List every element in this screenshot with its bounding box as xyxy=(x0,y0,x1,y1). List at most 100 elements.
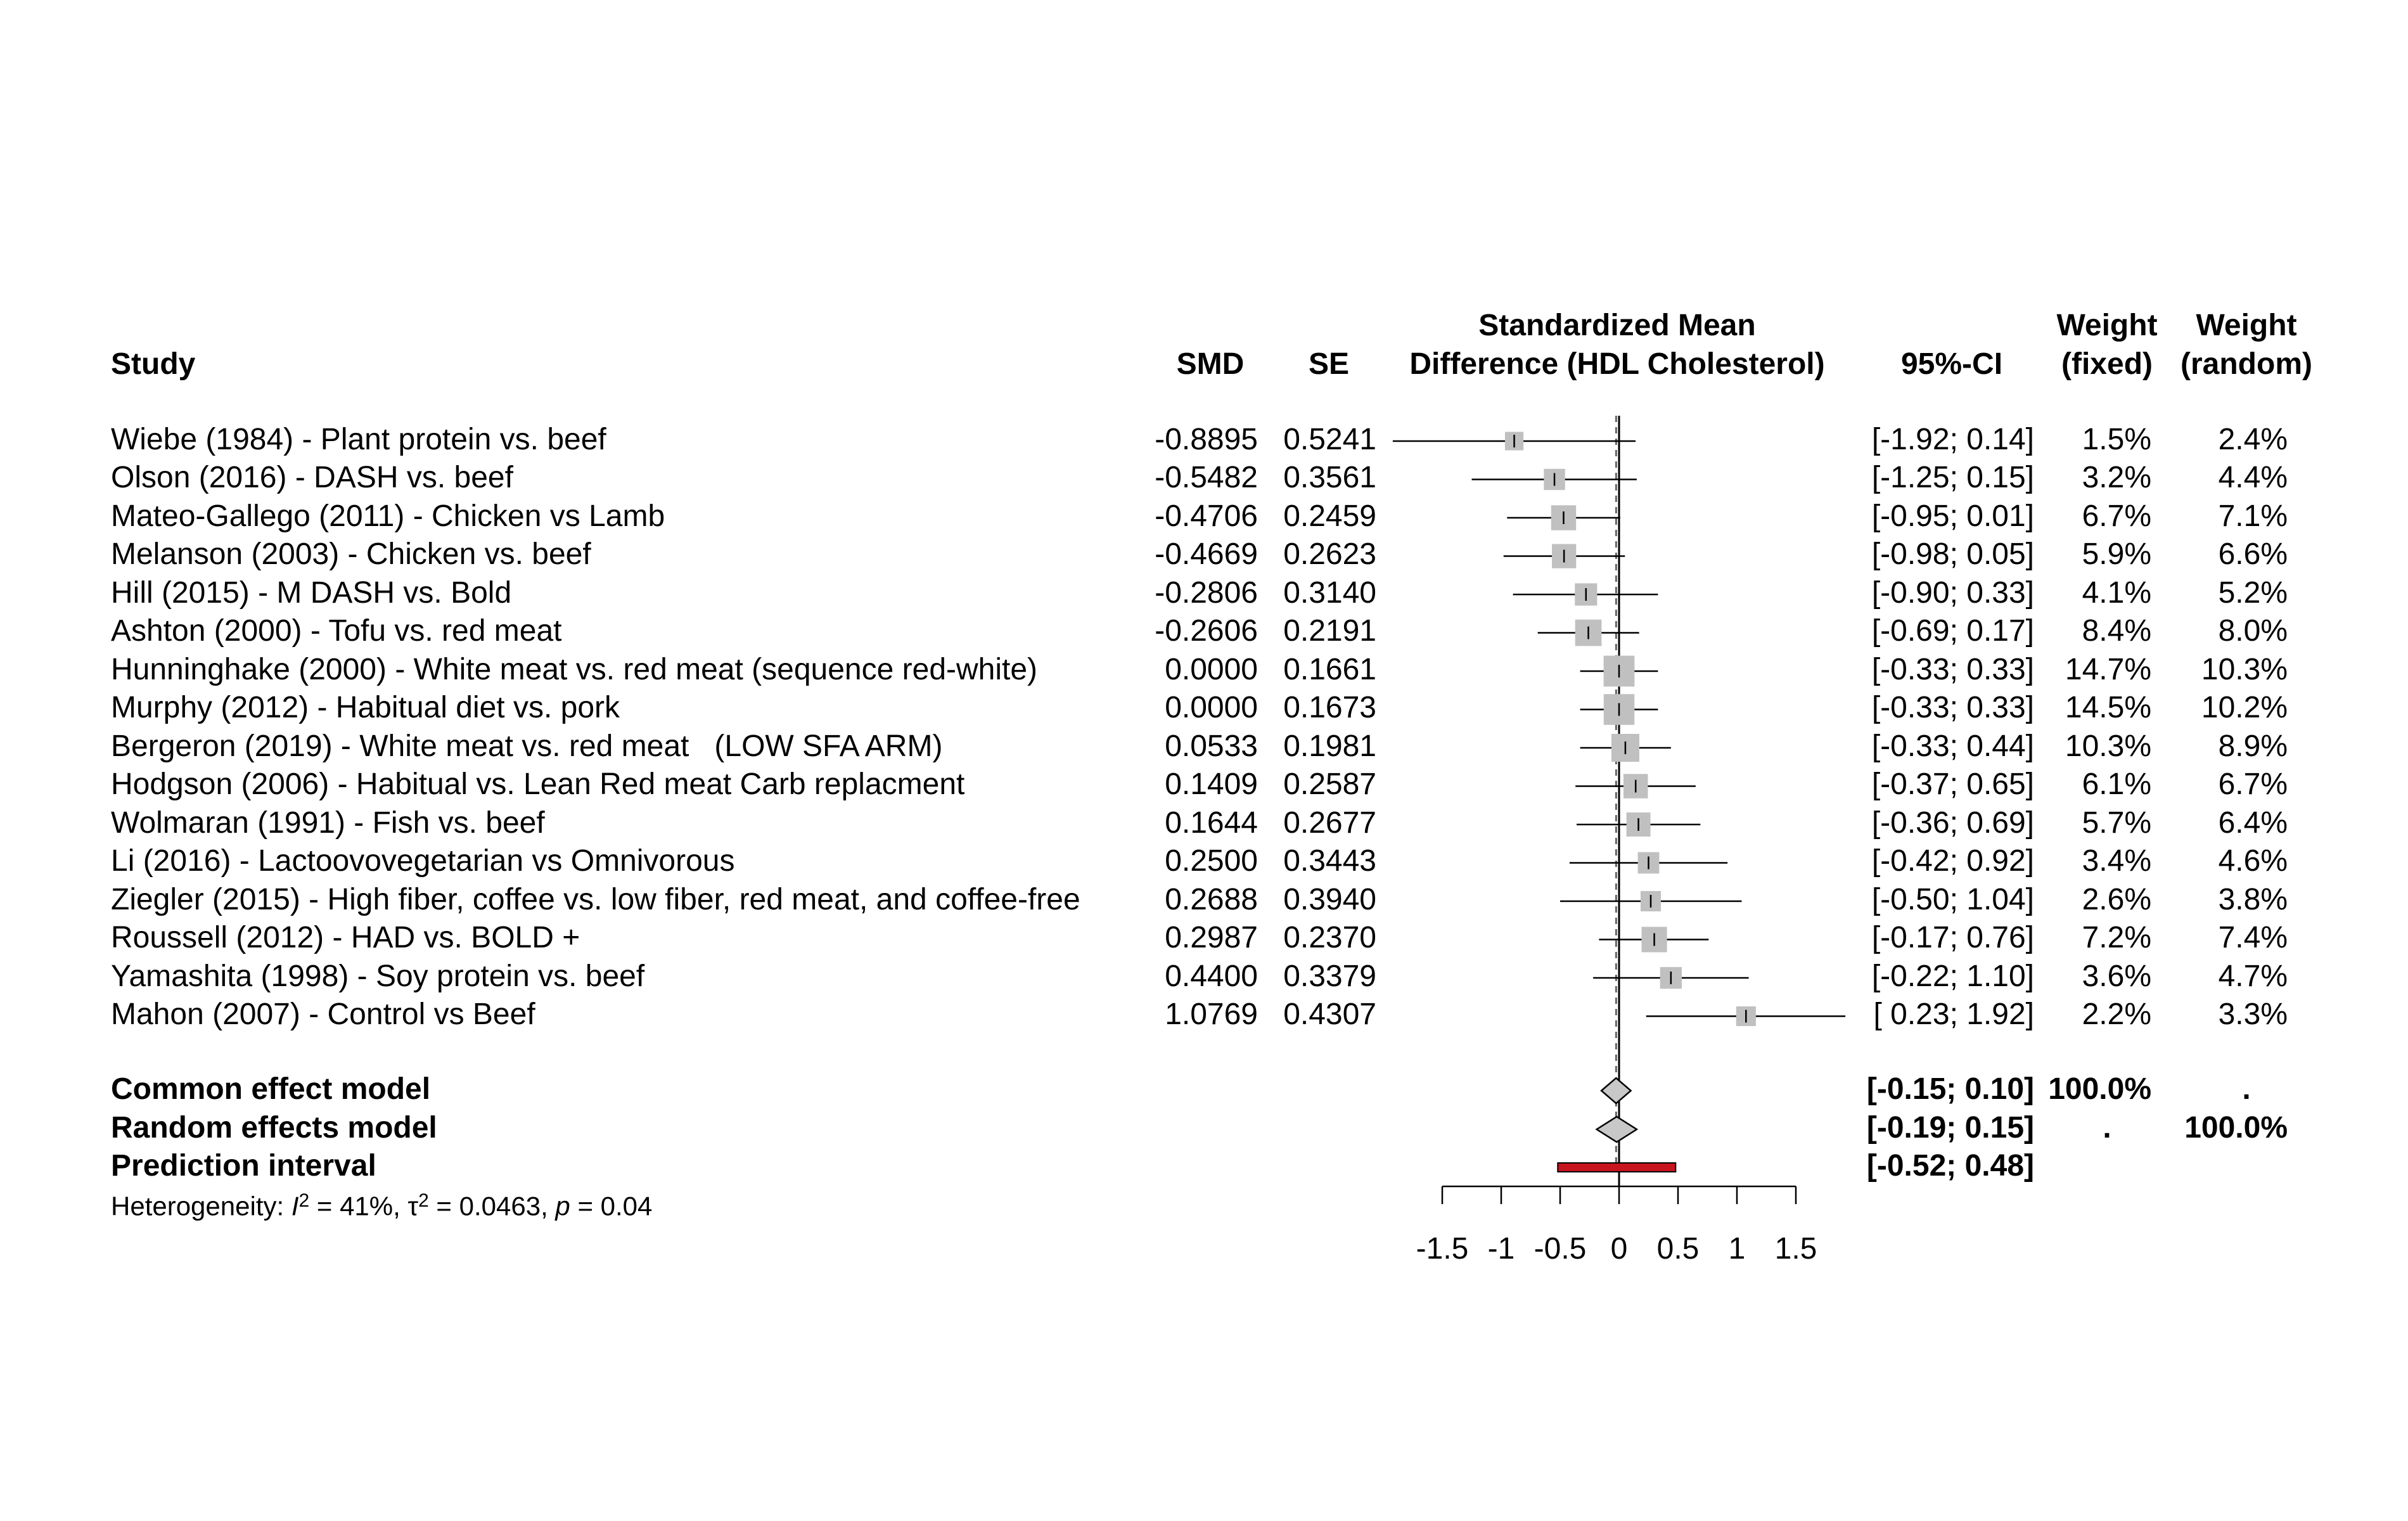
study-se: 0.2459 xyxy=(1283,499,1376,533)
study-weight-random: 2.4% xyxy=(2218,422,2288,456)
header-plot-line2: Difference (HDL Cholesterol) xyxy=(1409,347,1825,381)
tau-exponent: 2 xyxy=(418,1190,429,1211)
study-ci: [-0.42; 0.92] xyxy=(1871,844,2034,878)
study-smd: -0.8895 xyxy=(1155,422,1258,456)
study-weight-random: 6.4% xyxy=(2218,805,2288,840)
study-smd: 0.1409 xyxy=(1165,767,1258,802)
study-ci: [ 0.23; 1.92] xyxy=(1873,998,2034,1032)
study-weight-fixed: 4.1% xyxy=(2082,575,2151,610)
study-se: 0.2191 xyxy=(1283,614,1376,648)
x-axis-tick-label: -1 xyxy=(1487,1231,1515,1266)
study-weight-random: 8.9% xyxy=(2218,729,2288,763)
study-se: 0.4307 xyxy=(1283,998,1376,1032)
study-smd: 0.0000 xyxy=(1165,652,1258,686)
x-axis-tick-label: 0.5 xyxy=(1656,1231,1700,1266)
study-weight-fixed: 2.2% xyxy=(2082,998,2151,1032)
heterogeneity-statistics: Heterogeneity: I2 = 41%, τ2 = 0.0463, p … xyxy=(111,1191,652,1220)
study-weight-random: 7.1% xyxy=(2218,499,2288,533)
study-weight-fixed: 6.1% xyxy=(2082,767,2151,802)
x-axis-tick-label: 0 xyxy=(1610,1231,1628,1266)
study-weight-fixed: 5.7% xyxy=(2082,805,2151,840)
study-se: 0.3443 xyxy=(1283,844,1376,878)
x-axis-tick-label: -1.5 xyxy=(1416,1231,1469,1266)
study-weight-fixed: 14.5% xyxy=(2065,691,2151,725)
header-se: SE xyxy=(1308,347,1350,381)
study-weight-random: 6.6% xyxy=(2218,537,2288,572)
i2-exponent: 2 xyxy=(298,1190,310,1211)
study-se: 0.3140 xyxy=(1283,575,1376,610)
study-weight-fixed: 6.7% xyxy=(2082,499,2151,533)
study-label: Ashton (2000) - Tofu vs. red meat xyxy=(111,614,562,648)
study-smd: 0.0533 xyxy=(1165,729,1258,763)
study-smd: 0.0000 xyxy=(1165,691,1258,725)
x-axis-tick-label: -0.5 xyxy=(1534,1231,1587,1266)
study-weight-fixed: 8.4% xyxy=(2082,614,2151,648)
random-model-label: Random effects model xyxy=(111,1110,437,1145)
study-ci: [-0.33; 0.44] xyxy=(1871,729,2034,763)
p-value: = 0.04 xyxy=(570,1191,653,1221)
random-effects-diamond xyxy=(1595,1115,1639,1143)
study-se: 0.1661 xyxy=(1283,652,1376,686)
header-ci: 95%-CI xyxy=(1900,347,2003,381)
header-weight-fixed-line1: Weight xyxy=(2056,308,2158,342)
study-se: 0.3561 xyxy=(1283,461,1376,495)
study-weight-random: 4.4% xyxy=(2218,461,2288,495)
study-weight-fixed: 3.2% xyxy=(2082,461,2151,495)
prediction-interval-bar xyxy=(1557,1162,1677,1172)
header-weight-fixed-line2: (fixed) xyxy=(2061,347,2153,381)
study-ci: [-0.90; 0.33] xyxy=(1871,575,2034,610)
common-model-weight-random: . xyxy=(2242,1072,2251,1106)
study-label: Mahon (2007) - Control vs Beef xyxy=(111,998,535,1032)
study-ci: [-0.95; 0.01] xyxy=(1871,499,2034,533)
study-se: 0.3379 xyxy=(1283,959,1376,993)
study-weight-random: 5.2% xyxy=(2218,575,2288,610)
study-se: 0.2587 xyxy=(1283,767,1376,802)
study-weight-random: 6.7% xyxy=(2218,767,2288,802)
study-ci: [-1.92; 0.14] xyxy=(1871,422,2034,456)
heterogeneity-prefix: Heterogeneity: xyxy=(111,1191,291,1221)
common-effect-diamond xyxy=(1600,1077,1632,1105)
prediction-interval-ci: [-0.52; 0.48] xyxy=(1866,1148,2034,1183)
study-weight-random: 8.0% xyxy=(2218,614,2288,648)
study-ci: [-0.37; 0.65] xyxy=(1871,767,2034,802)
study-smd: 0.1644 xyxy=(1165,805,1258,840)
study-smd: 0.2500 xyxy=(1165,844,1258,878)
prediction-interval-label: Prediction interval xyxy=(111,1148,376,1183)
study-smd: -0.5482 xyxy=(1155,461,1258,495)
study-ci: [-0.33; 0.33] xyxy=(1871,652,2034,686)
study-label: Hunninghake (2000) - White meat vs. red … xyxy=(111,652,1038,686)
study-weight-random: 4.6% xyxy=(2218,844,2288,878)
study-se: 0.2370 xyxy=(1283,921,1376,955)
study-se: 0.3940 xyxy=(1283,882,1376,916)
study-label: Roussell (2012) - HAD vs. BOLD + xyxy=(111,921,580,955)
study-label: Wolmaran (1991) - Fish vs. beef xyxy=(111,805,545,840)
study-ci: [-0.98; 0.05] xyxy=(1871,537,2034,572)
study-label: Li (2016) - Lactoovovegetarian vs Omnivo… xyxy=(111,844,735,878)
study-weight-fixed: 3.6% xyxy=(2082,959,2151,993)
study-label: Ziegler (2015) - High fiber, coffee vs. … xyxy=(111,882,1080,916)
study-label: Melanson (2003) - Chicken vs. beef xyxy=(111,537,591,572)
study-weight-fixed: 10.3% xyxy=(2065,729,2151,763)
p-symbol: p xyxy=(555,1191,570,1221)
study-label: Mateo-Gallego (2011) - Chicken vs Lamb xyxy=(111,499,665,533)
study-weight-fixed: 5.9% xyxy=(2082,537,2151,572)
study-smd: 0.4400 xyxy=(1165,959,1258,993)
random-model-weight-fixed: . xyxy=(2103,1110,2111,1145)
study-smd: -0.4669 xyxy=(1155,537,1258,572)
study-smd: 0.2688 xyxy=(1165,882,1258,916)
study-weight-random: 4.7% xyxy=(2218,959,2288,993)
study-se: 0.2677 xyxy=(1283,805,1376,840)
study-label: Bergeron (2019) - White meat vs. red mea… xyxy=(111,729,943,763)
tau-symbol: τ xyxy=(407,1191,419,1221)
study-se: 0.1673 xyxy=(1283,691,1376,725)
study-weight-random: 3.3% xyxy=(2218,998,2288,1032)
random-model-weight-random: 100.0% xyxy=(2184,1110,2288,1145)
study-smd: -0.4706 xyxy=(1155,499,1258,533)
x-axis-tick-label: 1 xyxy=(1728,1231,1746,1266)
x-axis-tick-label: 1.5 xyxy=(1774,1231,1817,1266)
i2-value: = 41%, xyxy=(309,1191,408,1221)
study-ci: [-0.36; 0.69] xyxy=(1871,805,2034,840)
study-ci: [-1.25; 0.15] xyxy=(1871,461,2034,495)
study-label: Olson (2016) - DASH vs. beef xyxy=(111,461,513,495)
